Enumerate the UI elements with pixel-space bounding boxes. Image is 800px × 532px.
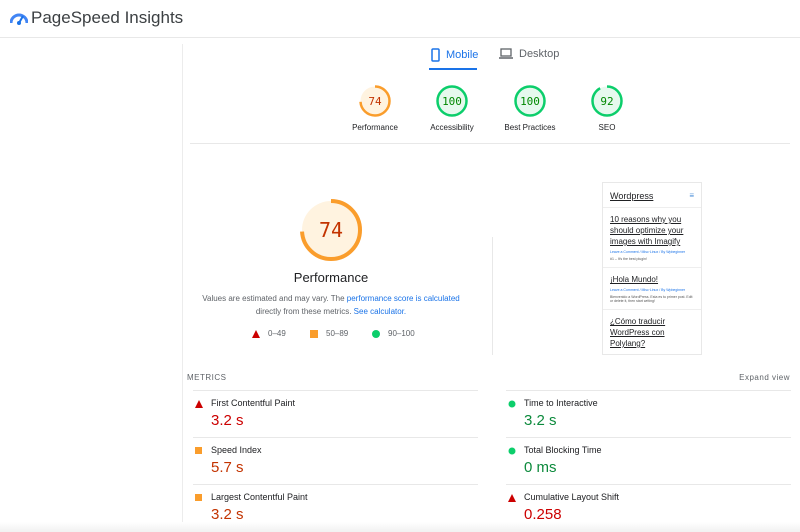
gauge-bg — [437, 86, 467, 116]
pagespeed-logo-icon — [10, 13, 28, 25]
score-gauge-seo[interactable]: 92 SEO — [567, 84, 647, 132]
square-orange-icon — [195, 447, 202, 454]
divider — [190, 143, 790, 144]
gauge-label: SEO — [598, 123, 616, 132]
score-calculated-link[interactable]: performance score is calculated — [346, 294, 460, 303]
active-tab-indicator — [429, 68, 477, 70]
metric-time-to-interactive: Time to Interactive 3.2 s — [506, 390, 791, 437]
post-item: 10 reasons why you should optimize your … — [603, 208, 701, 268]
expand-view-button[interactable]: Expand view — [739, 373, 790, 382]
post-item: ¿Cómo traducir WordPress con Polylang? — [610, 317, 666, 348]
app-header: PageSpeed Insights — [0, 0, 800, 38]
metric-value: 0.258 — [524, 506, 562, 523]
gauge-bg — [302, 201, 360, 259]
sidebar-divider — [182, 44, 183, 532]
triangle-red-icon — [508, 494, 516, 502]
gauge-bg — [515, 86, 545, 116]
score-gauge-best-practices[interactable]: 100 Best Practices — [490, 84, 570, 132]
laptop-icon — [499, 48, 513, 59]
performance-label: Performance — [293, 270, 369, 285]
post-item: ¡Hola Mundo! Leave a Comment / Misc·Linu… — [603, 268, 701, 310]
metric-largest-contentful-paint: Largest Contentful Paint 3.2 s — [193, 484, 478, 531]
divider — [492, 237, 493, 355]
gauge-arc — [436, 85, 468, 117]
circle-green-icon — [372, 329, 380, 338]
phone-icon — [431, 48, 440, 62]
metric-cumulative-layout-shift: Cumulative Layout Shift 0.258 — [506, 484, 791, 531]
gauge-arc — [359, 85, 391, 117]
menu-icon: ≡ — [689, 191, 694, 200]
metrics-heading: METRICS — [187, 373, 227, 382]
metric-speed-index: Speed Index 5.7 s — [193, 437, 478, 484]
gauge-label: Accessibility — [430, 123, 474, 132]
triangle-red-icon — [195, 400, 203, 408]
gauge-value: 74 — [368, 95, 382, 108]
gauge-bg — [360, 86, 390, 116]
gauge-arc — [300, 199, 362, 261]
metric-total-blocking-time: Total Blocking Time 0 ms — [506, 437, 791, 484]
legend-pass: 90–100 — [372, 329, 415, 338]
gauge-value: 74 — [319, 218, 343, 242]
metric-name: Largest Contentful Paint — [211, 492, 308, 502]
circle-green-icon — [508, 400, 516, 408]
legend-fail: 0–49 — [252, 329, 286, 338]
gauge-value: 100 — [442, 95, 462, 108]
gauge-bg — [592, 86, 622, 116]
square-orange-icon — [310, 329, 318, 338]
circle-green-icon — [508, 447, 516, 455]
metric-value: 3.2 s — [211, 412, 244, 429]
tab-mobile[interactable]: Mobile — [431, 48, 478, 62]
metric-value: 3.2 s — [211, 506, 244, 523]
metric-name: First Contentful Paint — [211, 398, 296, 408]
gauge-label: Best Practices — [504, 123, 556, 132]
app-title: PageSpeed Insights — [31, 8, 184, 27]
legend-average: 50–89 — [310, 329, 348, 338]
metric-name: Cumulative Layout Shift — [524, 492, 620, 502]
score-gauge-performance[interactable]: 74 Performance — [335, 84, 415, 132]
square-orange-icon — [195, 494, 202, 501]
page-screenshot: Wordpress ≡ 10 reasons why you should op… — [602, 182, 702, 355]
performance-gauge: 74 — [299, 198, 363, 267]
triangle-red-icon — [252, 329, 260, 338]
metric-name: Total Blocking Time — [524, 445, 602, 455]
tab-desktop[interactable]: Desktop — [499, 48, 559, 60]
gauge-arc — [514, 85, 546, 117]
metric-value: 0 ms — [524, 459, 557, 476]
gauge-arc — [591, 85, 623, 117]
bottom-fade — [0, 522, 800, 532]
gauge-value: 100 — [520, 95, 540, 108]
see-calculator-link[interactable]: See calculator. — [353, 307, 407, 316]
gauge-value: 92 — [600, 95, 613, 108]
site-title: Wordpress — [610, 191, 654, 201]
metric-name: Time to Interactive — [524, 398, 598, 408]
score-description: Values are estimated and may vary. The p… — [202, 294, 460, 316]
gauge-label: Performance — [352, 123, 398, 132]
metric-first-contentful-paint: First Contentful Paint 3.2 s — [193, 390, 478, 437]
metric-value: 5.7 s — [211, 459, 244, 476]
metric-name: Speed Index — [211, 445, 262, 455]
metric-value: 3.2 s — [524, 412, 557, 429]
score-gauge-accessibility[interactable]: 100 Accessibility — [412, 84, 492, 132]
